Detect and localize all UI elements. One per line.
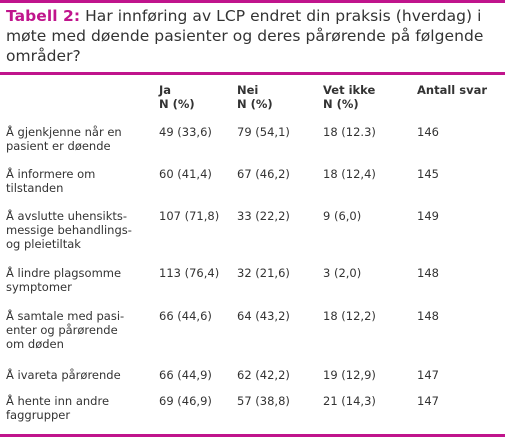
- nei-cell: 33 (22,2): [237, 209, 290, 223]
- vet-ikke-cell: 3 (2,0): [323, 266, 362, 280]
- ja-cell: 49 (33,6): [159, 125, 212, 139]
- activity-cell: Å samtale med pasi- enter og pårørende o…: [6, 309, 125, 351]
- nei-cell: 57 (38,8): [237, 394, 290, 408]
- column-header-nei-title: Nei: [237, 83, 259, 97]
- caption-rule: [0, 72, 505, 75]
- table-caption-label: Tabell 2:: [6, 7, 81, 25]
- antall-svar-cell: 146: [417, 125, 439, 139]
- nei-cell: 67 (46,2): [237, 167, 290, 181]
- column-header-ja-title: Ja: [159, 83, 172, 97]
- column-header-antall-svar-title: Antall svar: [417, 83, 488, 97]
- column-header-vet-ikke-title: Vet ikke: [323, 83, 376, 97]
- column-header-vet-ikke: Vet ikke N (%): [323, 83, 375, 111]
- antall-svar-cell: 149: [417, 209, 439, 223]
- column-header-antall-svar: Antall svar: [417, 83, 487, 97]
- nei-cell: 62 (42,2): [237, 368, 290, 382]
- ja-cell: 66 (44,9): [159, 368, 212, 382]
- vet-ikke-cell: 21 (14,3): [323, 394, 376, 408]
- antall-svar-cell: 148: [417, 309, 439, 323]
- antall-svar-cell: 145: [417, 167, 439, 181]
- bottom-rule: [0, 434, 505, 437]
- ja-cell: 107 (71,8): [159, 209, 220, 223]
- ja-cell: 69 (46,9): [159, 394, 212, 408]
- top-rule: [0, 0, 505, 3]
- column-header-ja-unit: N (%): [159, 97, 195, 111]
- vet-ikke-cell: 18 (12.3): [323, 125, 376, 139]
- ja-cell: 60 (41,4): [159, 167, 212, 181]
- column-header-nei: Nei N (%): [237, 83, 273, 111]
- ja-cell: 113 (76,4): [159, 266, 220, 280]
- activity-cell: Å avslutte uhensikts- messige behandling…: [6, 209, 132, 251]
- column-header-nei-unit: N (%): [237, 97, 273, 111]
- activity-cell: Å informere om tilstanden: [6, 167, 96, 195]
- vet-ikke-cell: 9 (6,0): [323, 209, 362, 223]
- activity-cell: Å lindre plagsomme symptomer: [6, 266, 122, 294]
- table-caption-text: Har innføring av LCP endret din praksis …: [6, 7, 484, 65]
- antall-svar-cell: 147: [417, 394, 439, 408]
- activity-cell: Å hente inn andre faggrupper: [6, 394, 110, 422]
- vet-ikke-cell: 18 (12,4): [323, 167, 376, 181]
- vet-ikke-cell: 18 (12,2): [323, 309, 376, 323]
- nei-cell: 79 (54,1): [237, 125, 290, 139]
- nei-cell: 32 (21,6): [237, 266, 290, 280]
- antall-svar-cell: 147: [417, 368, 439, 382]
- column-header-ja: Ja N (%): [159, 83, 195, 111]
- nei-cell: 64 (43,2): [237, 309, 290, 323]
- vet-ikke-cell: 19 (12,9): [323, 368, 376, 382]
- ja-cell: 66 (44,6): [159, 309, 212, 323]
- column-header-vet-ikke-unit: N (%): [323, 97, 359, 111]
- antall-svar-cell: 148: [417, 266, 439, 280]
- activity-cell: Å gjenkjenne når en pasient er døende: [6, 125, 122, 153]
- table-caption: Tabell 2: Har innføring av LCP endret di…: [6, 6, 501, 66]
- activity-cell: Å ivareta pårørende: [6, 368, 121, 382]
